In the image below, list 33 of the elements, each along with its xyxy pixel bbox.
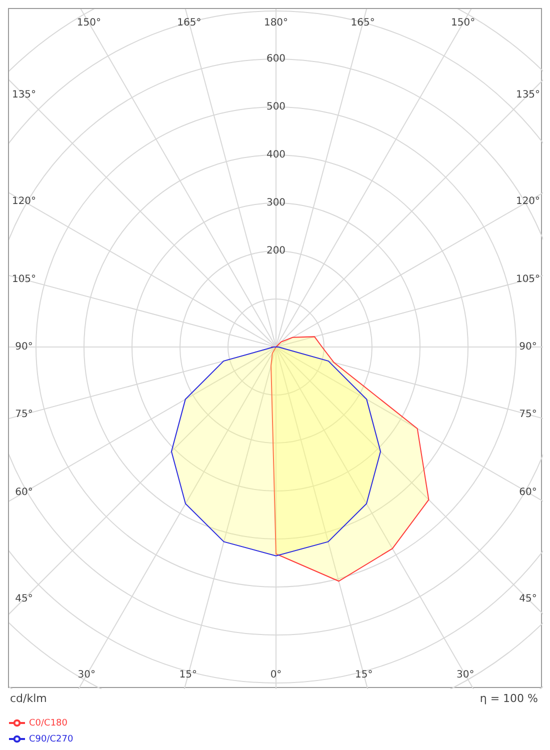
spoke-label: 0° [270, 670, 282, 680]
spoke-label: 165° [177, 18, 202, 28]
spoke-label: 60° [519, 486, 537, 498]
spoke-label: 120° [12, 196, 36, 208]
y-tick-label: 200 [266, 246, 286, 256]
spoke-label: 150° [76, 18, 101, 28]
y-tick-label: 600 [266, 54, 286, 64]
spoke-label: 30° [456, 670, 474, 680]
spoke-label: 75° [519, 409, 537, 420]
spoke-label: 120° [516, 196, 540, 208]
spoke-label: 45° [15, 594, 33, 604]
y-tick-label: 500 [266, 102, 286, 112]
y-tick-label: 300 [266, 198, 286, 208]
spoke-label: 45° [519, 594, 537, 604]
spoke-label: 105° [516, 274, 540, 285]
spoke-label: 180° [264, 18, 288, 28]
legend-label: C0/C180 [29, 718, 68, 728]
text: cd/klm [10, 692, 47, 705]
spoke-label: 105° [12, 274, 36, 285]
spoke-label: 135° [12, 90, 36, 100]
spoke-label: 90° [519, 342, 537, 352]
spoke-label: 15° [179, 670, 197, 680]
spoke-label: 15° [355, 670, 373, 680]
spoke-label: 30° [78, 670, 96, 680]
spoke-label: 75° [15, 409, 33, 420]
spoke-label: 150° [451, 18, 476, 28]
legend-label: C90/C270 [29, 734, 74, 744]
spoke-label: 135° [516, 90, 540, 100]
y-tick-label: 400 [266, 150, 286, 160]
spoke-label: 165° [350, 18, 375, 28]
text: η = 100 % [480, 692, 538, 705]
spoke-label: 60° [15, 486, 33, 498]
spoke-label: 90° [15, 342, 33, 352]
